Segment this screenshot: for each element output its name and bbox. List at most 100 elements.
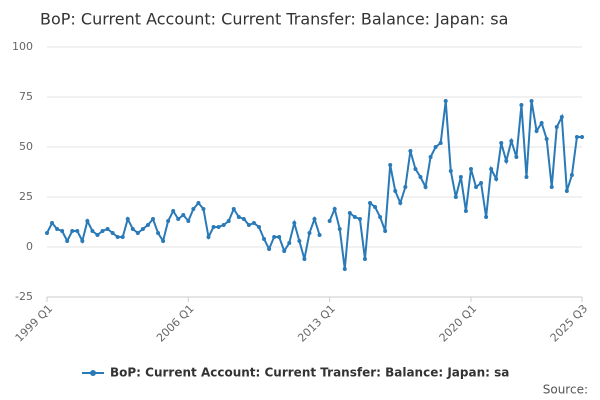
point: [267, 247, 272, 251]
point: [115, 235, 120, 239]
point: [362, 257, 367, 261]
point: [352, 215, 357, 219]
point: [468, 167, 473, 171]
point: [448, 169, 453, 173]
point: [110, 231, 115, 235]
x-tick-label: 1999 Q1: [13, 302, 56, 345]
point: [423, 185, 428, 189]
point: [368, 201, 373, 205]
point: [145, 223, 150, 227]
point: [251, 221, 256, 225]
point: [347, 211, 352, 215]
line: [46, 201, 321, 260]
point: [428, 155, 433, 159]
point: [226, 219, 231, 223]
point: [499, 141, 504, 145]
point: [373, 205, 378, 209]
point: [95, 233, 100, 237]
point: [479, 181, 484, 185]
point: [100, 229, 105, 233]
point: [509, 139, 514, 143]
point: [544, 137, 549, 141]
point: [282, 249, 287, 253]
y-tick-label: 50: [19, 140, 33, 153]
point: [337, 227, 342, 231]
point: [140, 227, 145, 231]
point: [292, 221, 297, 225]
point: [171, 209, 176, 213]
point: [438, 141, 443, 145]
point: [524, 175, 529, 179]
x-tick-label: 2006 Q1: [154, 302, 197, 345]
point: [393, 189, 398, 193]
point: [287, 241, 292, 245]
point: [256, 225, 261, 229]
point: [241, 217, 246, 221]
point: [166, 219, 171, 223]
point: [327, 219, 332, 223]
point: [463, 209, 468, 213]
point: [277, 235, 282, 239]
point: [231, 207, 236, 211]
line: [328, 100, 582, 270]
point: [236, 215, 241, 219]
point: [45, 231, 49, 235]
point: [554, 125, 559, 129]
point: [453, 195, 458, 199]
point: [186, 219, 191, 223]
point: [398, 201, 403, 205]
point: [307, 231, 312, 235]
point: [85, 219, 90, 223]
point: [549, 185, 554, 189]
point: [130, 227, 135, 231]
point: [221, 223, 226, 227]
point: [342, 267, 347, 271]
point: [70, 229, 75, 233]
point: [514, 155, 519, 159]
point: [125, 217, 130, 221]
point: [529, 99, 534, 103]
point: [504, 159, 509, 163]
point: [312, 217, 317, 221]
point: [120, 235, 125, 239]
point: [474, 185, 479, 189]
point: [433, 145, 438, 149]
chart-title: BoP: Current Account: Current Transfer: …: [40, 10, 508, 29]
point: [262, 237, 267, 241]
point: [317, 233, 322, 237]
point: [574, 135, 579, 139]
point: [332, 207, 337, 211]
point: [156, 231, 161, 235]
point: [211, 225, 216, 229]
legend-label: BoP: Current Account: Current Transfer: …: [110, 366, 509, 380]
point: [302, 257, 307, 261]
point: [206, 235, 211, 239]
point: [388, 163, 393, 167]
y-tick-label: 75: [19, 90, 33, 103]
point: [559, 115, 564, 119]
point: [181, 213, 186, 217]
point: [75, 229, 80, 233]
point: [383, 229, 388, 233]
point: [413, 167, 418, 171]
x-tick-label: 2013 Q1: [295, 302, 338, 345]
point: [50, 221, 55, 225]
point: [60, 229, 65, 233]
y-tick-label: 100: [12, 40, 33, 53]
point: [297, 239, 302, 243]
point: [191, 207, 196, 211]
x-tick-label: 2025 Q3: [548, 302, 591, 345]
point: [539, 121, 544, 125]
source: Source:: [543, 383, 588, 397]
point: [176, 217, 181, 221]
y-tick-label: 25: [19, 190, 33, 203]
point: [519, 103, 524, 107]
point: [443, 99, 448, 103]
point: [378, 215, 383, 219]
point: [55, 227, 60, 231]
point: [90, 229, 95, 233]
point: [80, 239, 85, 243]
point: [161, 239, 166, 243]
point: [564, 189, 569, 193]
